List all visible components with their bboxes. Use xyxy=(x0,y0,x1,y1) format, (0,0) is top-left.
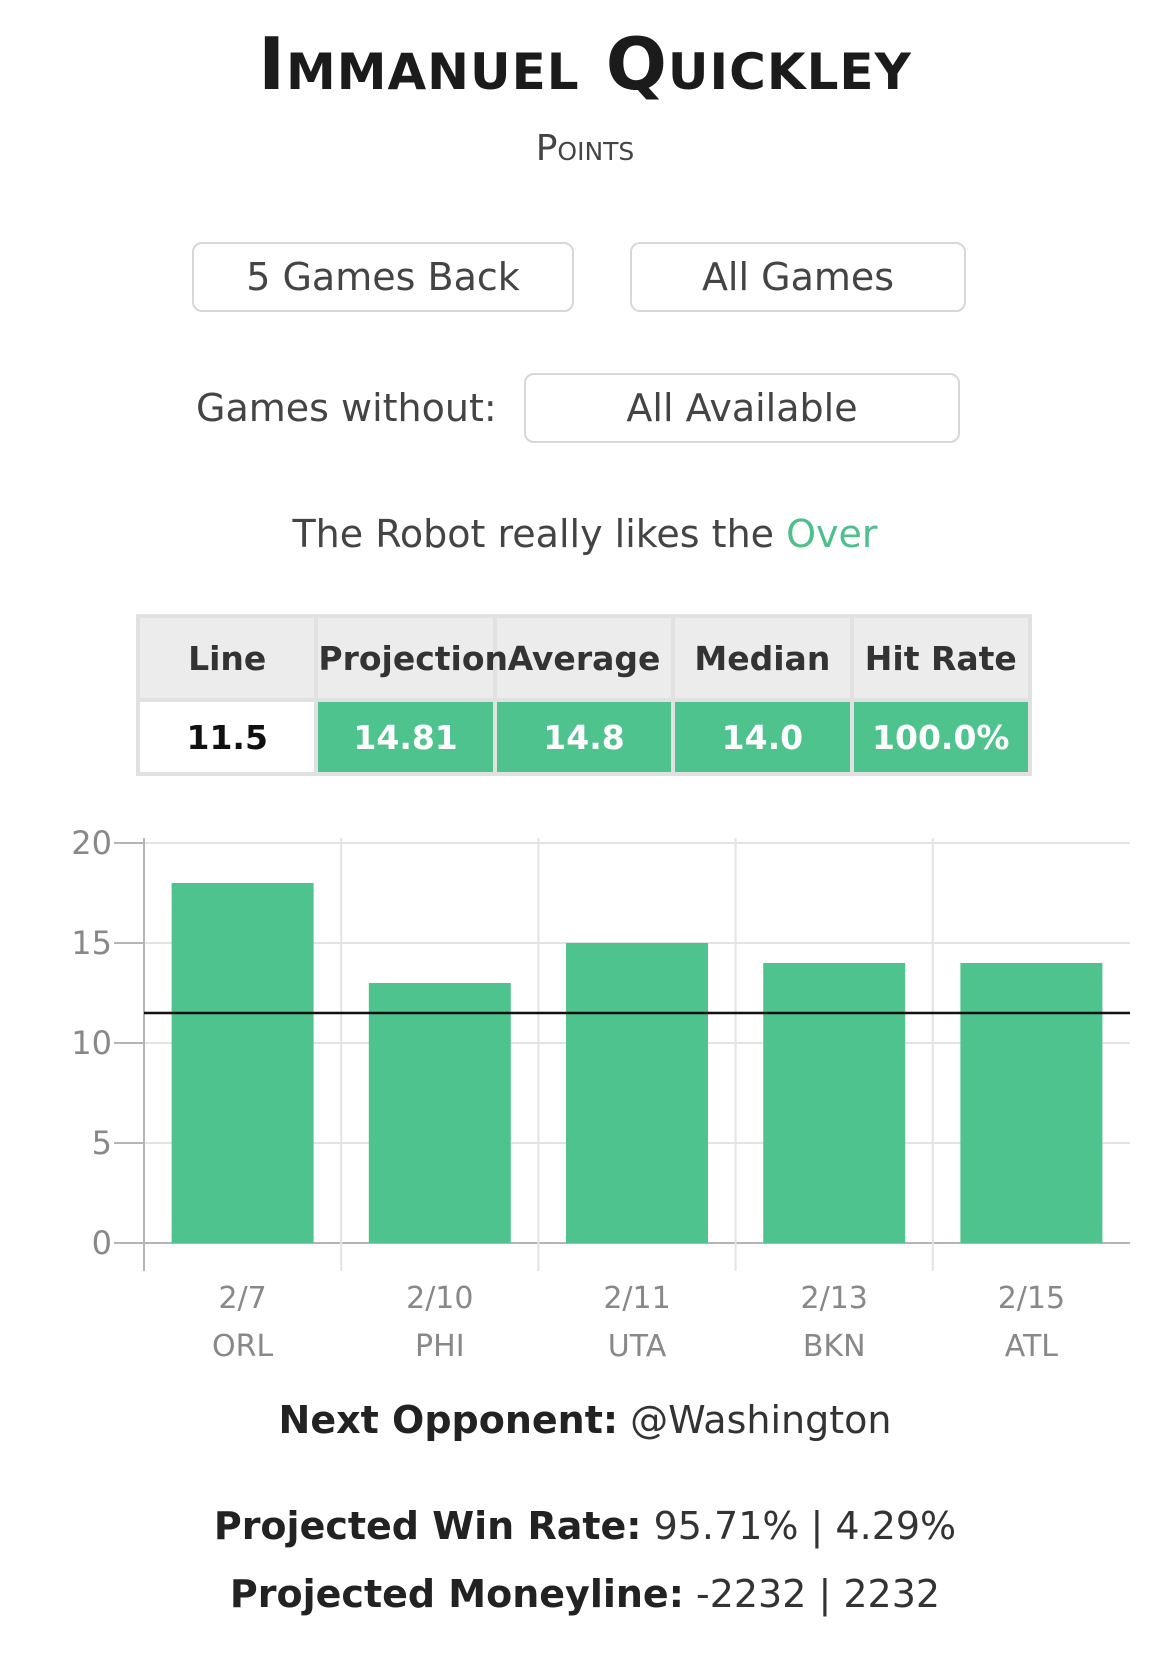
robot-recommendation: The Robot really likes the Over xyxy=(0,512,1170,556)
bar-orl xyxy=(171,883,314,1243)
header-hit-rate: Hit Rate xyxy=(849,614,1033,702)
next-opponent-label: Next Opponent: xyxy=(278,1398,619,1442)
robot-pick: Over xyxy=(786,512,878,556)
games-without-label: Games without: xyxy=(196,386,497,430)
bar-uta xyxy=(566,943,708,1243)
stat-name: Points xyxy=(535,128,635,169)
moneyline-value: -2232 | 2232 xyxy=(683,1572,941,1616)
value-projection: 14.81 xyxy=(314,698,497,776)
header-median: Median xyxy=(671,614,854,702)
value-line: 11.5 xyxy=(135,698,319,776)
x-date-label: 2/13 xyxy=(801,1281,868,1316)
projected-win-rate: Projected Win Rate: 95.71% | 4.29% xyxy=(0,1504,1170,1548)
value-median: 14.0 xyxy=(671,698,854,776)
x-team-label: UTA xyxy=(608,1329,667,1360)
player-name: Immanuel Quickley xyxy=(258,22,912,106)
x-team-label: PHI xyxy=(415,1329,465,1360)
x-date-label: 2/7 xyxy=(218,1281,266,1316)
value-hit-rate: 100.0% xyxy=(849,698,1033,776)
y-tick-label: 10 xyxy=(71,1024,112,1062)
header-line: Line xyxy=(135,614,319,702)
y-tick-label: 20 xyxy=(71,824,112,862)
header-average: Average xyxy=(492,614,676,702)
all-games-button[interactable]: All Games xyxy=(630,242,966,312)
points-bar-chart: 0 5 10 15 20 2/7 ORL 2/10 PHI 2/11 UTA 2/13 BKN 2/15 A… xyxy=(71,824,1130,1360)
y-tick-label: 5 xyxy=(92,1124,112,1162)
bar-phi xyxy=(368,983,511,1243)
next-opponent-value: @Washington xyxy=(618,1398,892,1442)
bar-bkn xyxy=(763,963,906,1243)
y-tick-label: 15 xyxy=(71,924,112,962)
robot-text: The Robot really likes the xyxy=(292,512,787,556)
x-date-label: 2/11 xyxy=(603,1281,670,1316)
win-rate-label: Projected Win Rate: xyxy=(213,1504,642,1548)
x-team-label: BKN xyxy=(803,1329,866,1360)
x-team-label: ORL xyxy=(212,1329,273,1360)
value-average: 14.8 xyxy=(492,698,676,776)
games-without-select[interactable]: All Available xyxy=(524,373,960,443)
games-back-button[interactable]: 5 Games Back xyxy=(192,242,574,312)
x-date-label: 2/15 xyxy=(998,1281,1065,1316)
x-team-label: ATL xyxy=(1005,1329,1059,1360)
header-projection: Projection xyxy=(314,614,508,702)
next-opponent: Next Opponent: @Washington xyxy=(0,1398,1170,1442)
win-rate-value: 95.71% | 4.29% xyxy=(641,1504,957,1548)
bar-atl xyxy=(960,963,1103,1243)
stats-table: Line Projection Average Median Hit Rate … xyxy=(135,614,1033,776)
projected-moneyline: Projected Moneyline: -2232 | 2232 xyxy=(0,1572,1170,1616)
y-tick-label: 0 xyxy=(92,1224,112,1262)
stats-header-row: Line Projection Average Median Hit Rate xyxy=(135,614,1033,702)
stats-value-row: 11.5 14.81 14.8 14.0 100.0% xyxy=(135,698,1033,776)
x-date-label: 2/10 xyxy=(406,1281,473,1316)
moneyline-label: Projected Moneyline: xyxy=(229,1572,684,1616)
